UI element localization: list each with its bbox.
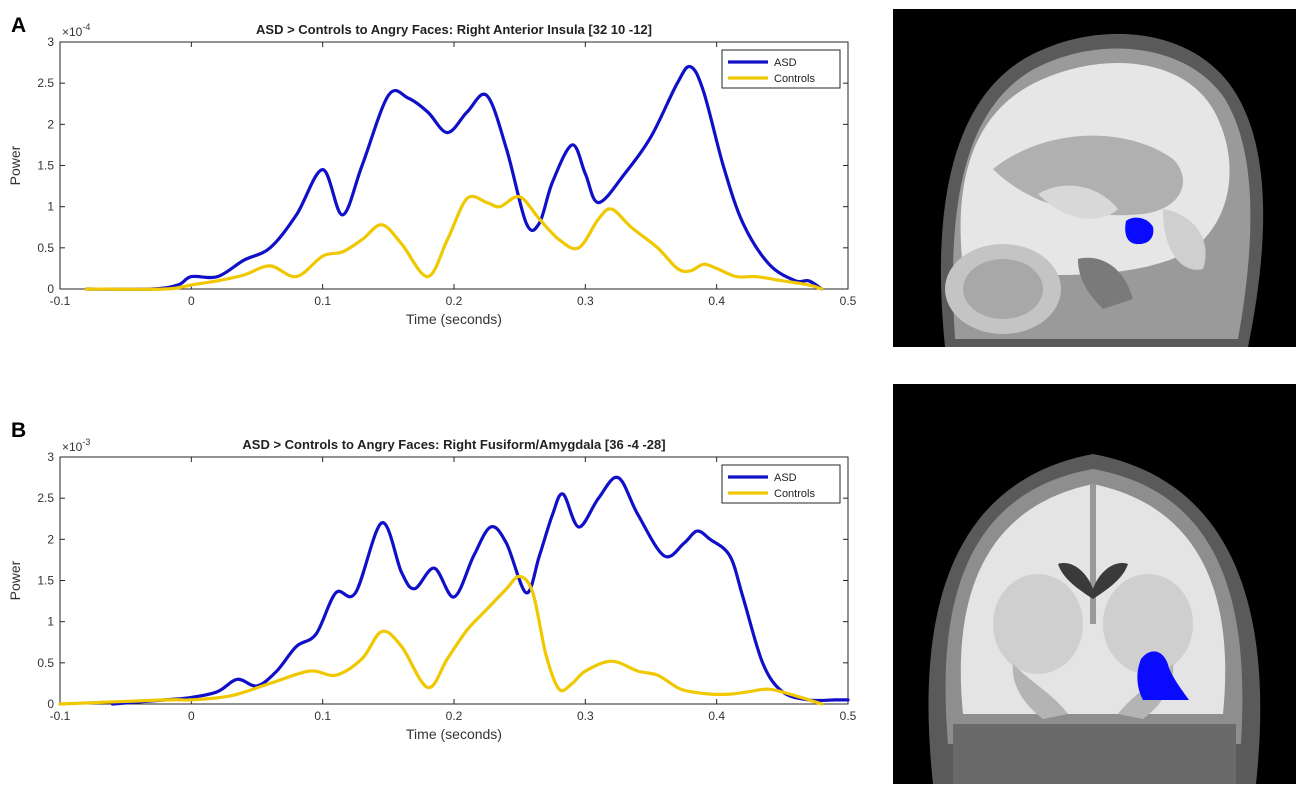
series-line-controls: [84, 194, 824, 291]
x-tick-label: 0.3: [577, 294, 594, 308]
x-tick-label: 0: [188, 709, 195, 723]
chart-title: ASD > Controls to Angry Faces: Right Ant…: [256, 22, 652, 37]
x-tick-label: 0.4: [708, 294, 725, 308]
y-tick-label: 3: [47, 450, 54, 464]
x-tick-label: 0.1: [314, 294, 331, 308]
x-tick-label: 0.5: [840, 294, 857, 308]
y-exponent-label: ×10-3: [62, 437, 90, 454]
y-tick-label: 1.5: [37, 574, 54, 588]
y-exponent-label: ×10-4: [62, 22, 90, 39]
y-tick-label: 2.5: [37, 76, 54, 90]
y-axis-label: Power: [7, 560, 23, 600]
legend-label-asd: ASD: [774, 472, 797, 484]
legend: [721, 49, 841, 89]
x-tick-label: -0.1: [50, 709, 71, 723]
roi-marker-insula: [1125, 217, 1154, 245]
y-tick-label: 0.5: [37, 656, 54, 670]
x-axis-label: Time (seconds): [406, 726, 502, 742]
y-tick-label: 2: [47, 117, 54, 131]
legend-label-controls: Controls: [774, 73, 815, 85]
brain-sagittal-image: [893, 9, 1296, 347]
x-tick-label: 0.3: [577, 709, 594, 723]
legend-label-controls: Controls: [774, 488, 815, 500]
plot-area: [59, 41, 849, 290]
legend: [721, 464, 841, 504]
y-tick-label: 3: [47, 35, 54, 49]
x-tick-label: 0: [188, 294, 195, 308]
y-tick-label: 2.5: [37, 491, 54, 505]
series-line-controls: [58, 574, 824, 706]
y-tick-label: 1: [47, 615, 54, 629]
series-line-asd: [110, 475, 850, 706]
series-line-asd: [84, 64, 824, 291]
x-tick-label: 0.5: [840, 709, 857, 723]
line-chart-b: ASD > Controls to Angry Faces: Right Fus…: [7, 437, 857, 742]
legend-label-asd: ASD: [774, 57, 797, 69]
y-tick-label: 0: [47, 282, 54, 296]
panel-label-a: A: [11, 14, 27, 37]
y-tick-label: 0.5: [37, 241, 54, 255]
y-tick-label: 1.5: [37, 159, 54, 173]
x-axis-label: Time (seconds): [406, 311, 502, 327]
chart-title: ASD > Controls to Angry Faces: Right Fus…: [242, 437, 665, 452]
x-tick-label: 0.2: [446, 294, 463, 308]
panel-label-b: B: [11, 419, 27, 442]
brain-coronal-image: [893, 384, 1296, 784]
x-tick-label: -0.1: [50, 294, 71, 308]
line-chart-a: ASD > Controls to Angry Faces: Right Ant…: [7, 22, 857, 327]
y-tick-label: 1: [47, 200, 54, 214]
y-tick-label: 2: [47, 532, 54, 546]
y-axis-label: Power: [7, 145, 23, 185]
y-tick-label: 0: [47, 697, 54, 711]
roi-marker-amygdala: [1137, 651, 1189, 700]
x-tick-label: 0.4: [708, 709, 725, 723]
plot-area: [59, 456, 849, 705]
x-tick-label: 0.2: [446, 709, 463, 723]
x-tick-label: 0.1: [314, 709, 331, 723]
